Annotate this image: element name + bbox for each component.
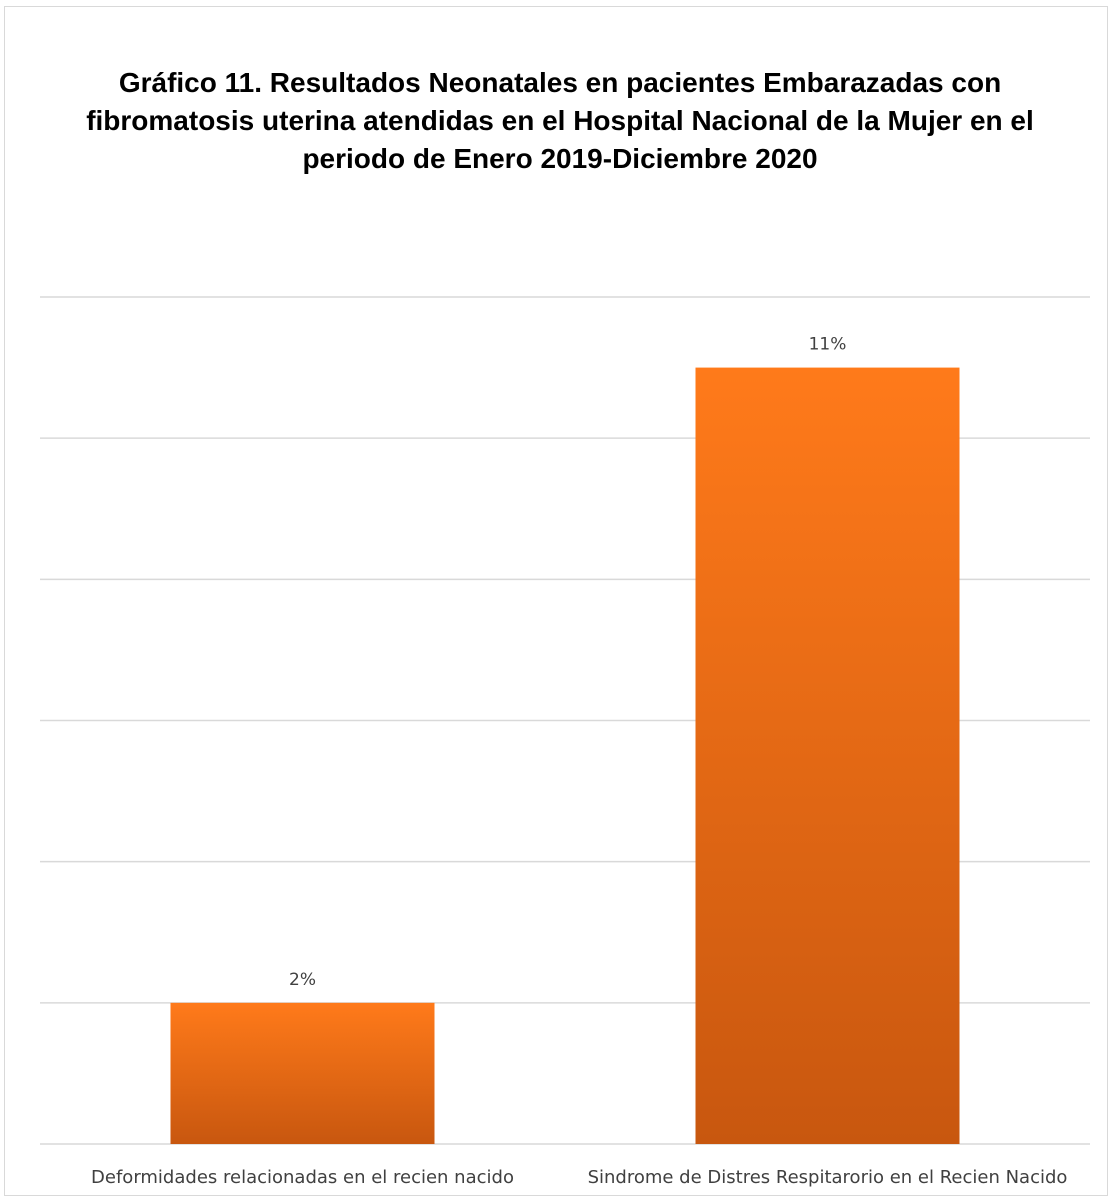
bar-2	[695, 367, 960, 1144]
data-label-1: 2%	[289, 970, 316, 990]
chart-title: Gráfico 11. Resultados Neonatales en pac…	[86, 67, 1034, 174]
category-label-2: Sindrome de Distres Respitarorio en el R…	[588, 1167, 1068, 1188]
category-label-1: Deformidades relacionadas en el recien n…	[91, 1167, 514, 1188]
data-label-2: 11%	[809, 335, 847, 355]
bar-1	[170, 1002, 435, 1144]
